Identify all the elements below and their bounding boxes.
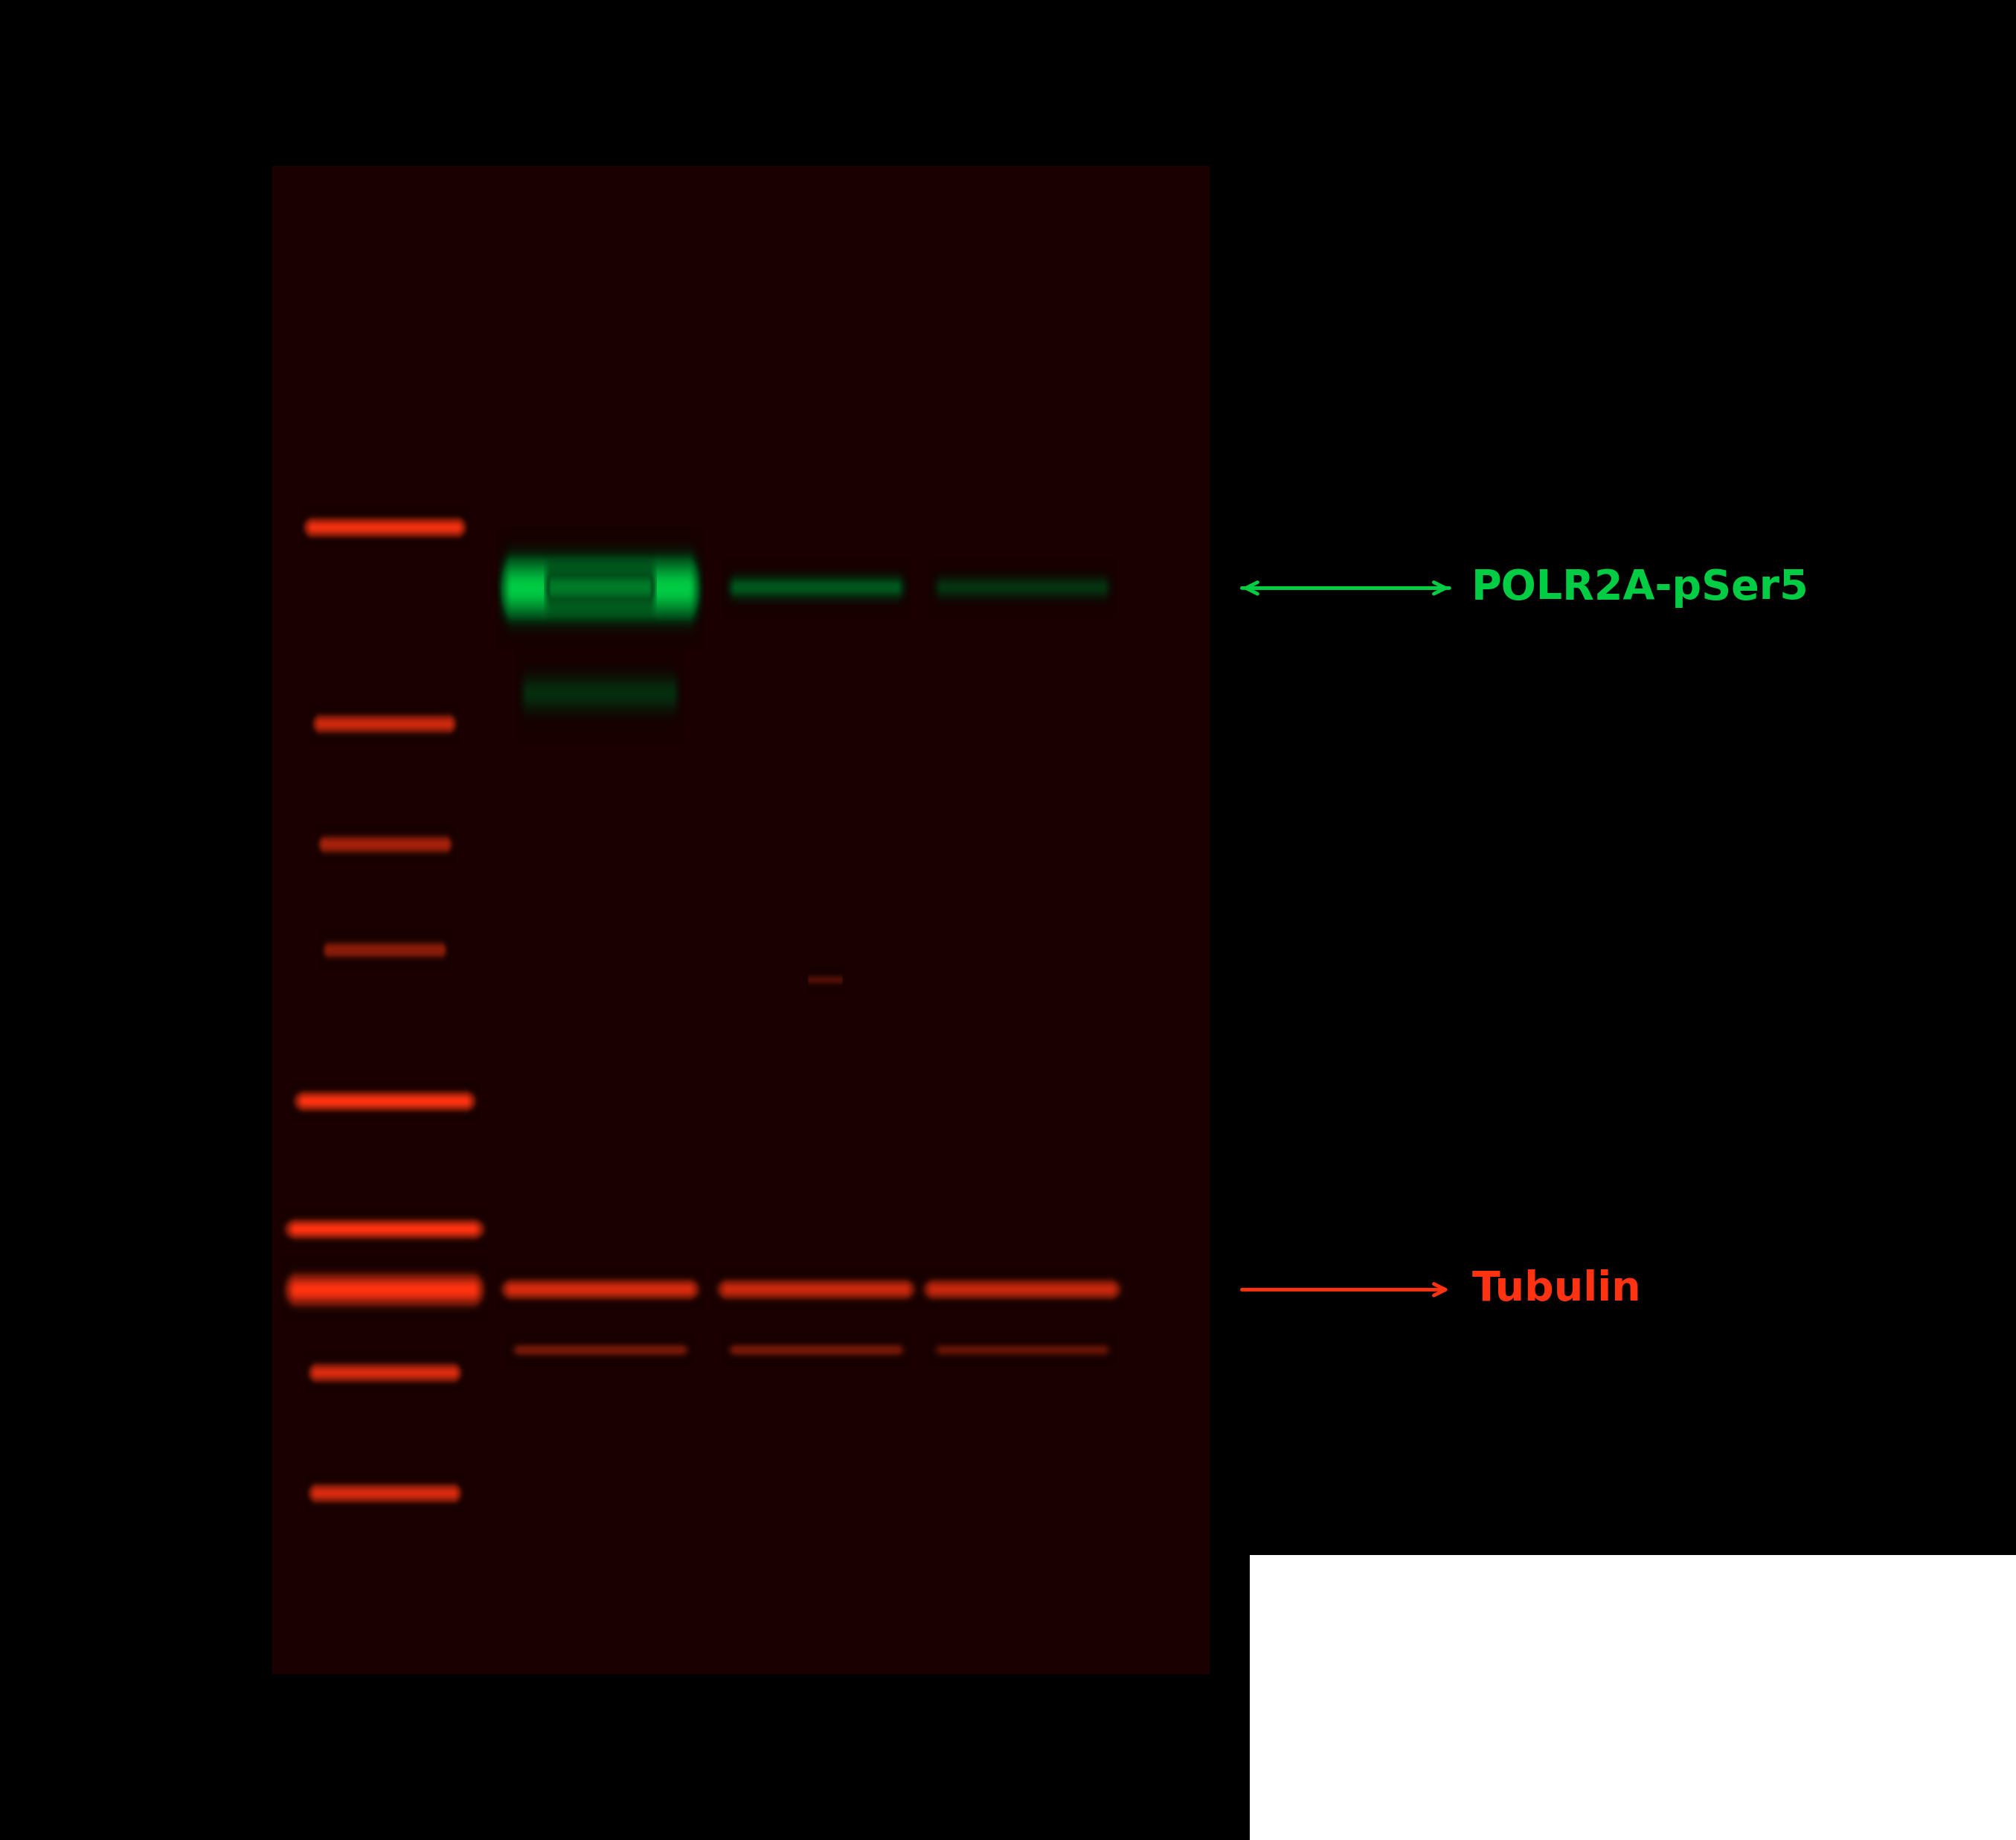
FancyBboxPatch shape [272,166,1210,1674]
Text: Tubulin: Tubulin [1472,1270,1641,1310]
Text: POLR2A-pSer5: POLR2A-pSer5 [1472,569,1808,609]
FancyBboxPatch shape [1250,1555,2016,1840]
